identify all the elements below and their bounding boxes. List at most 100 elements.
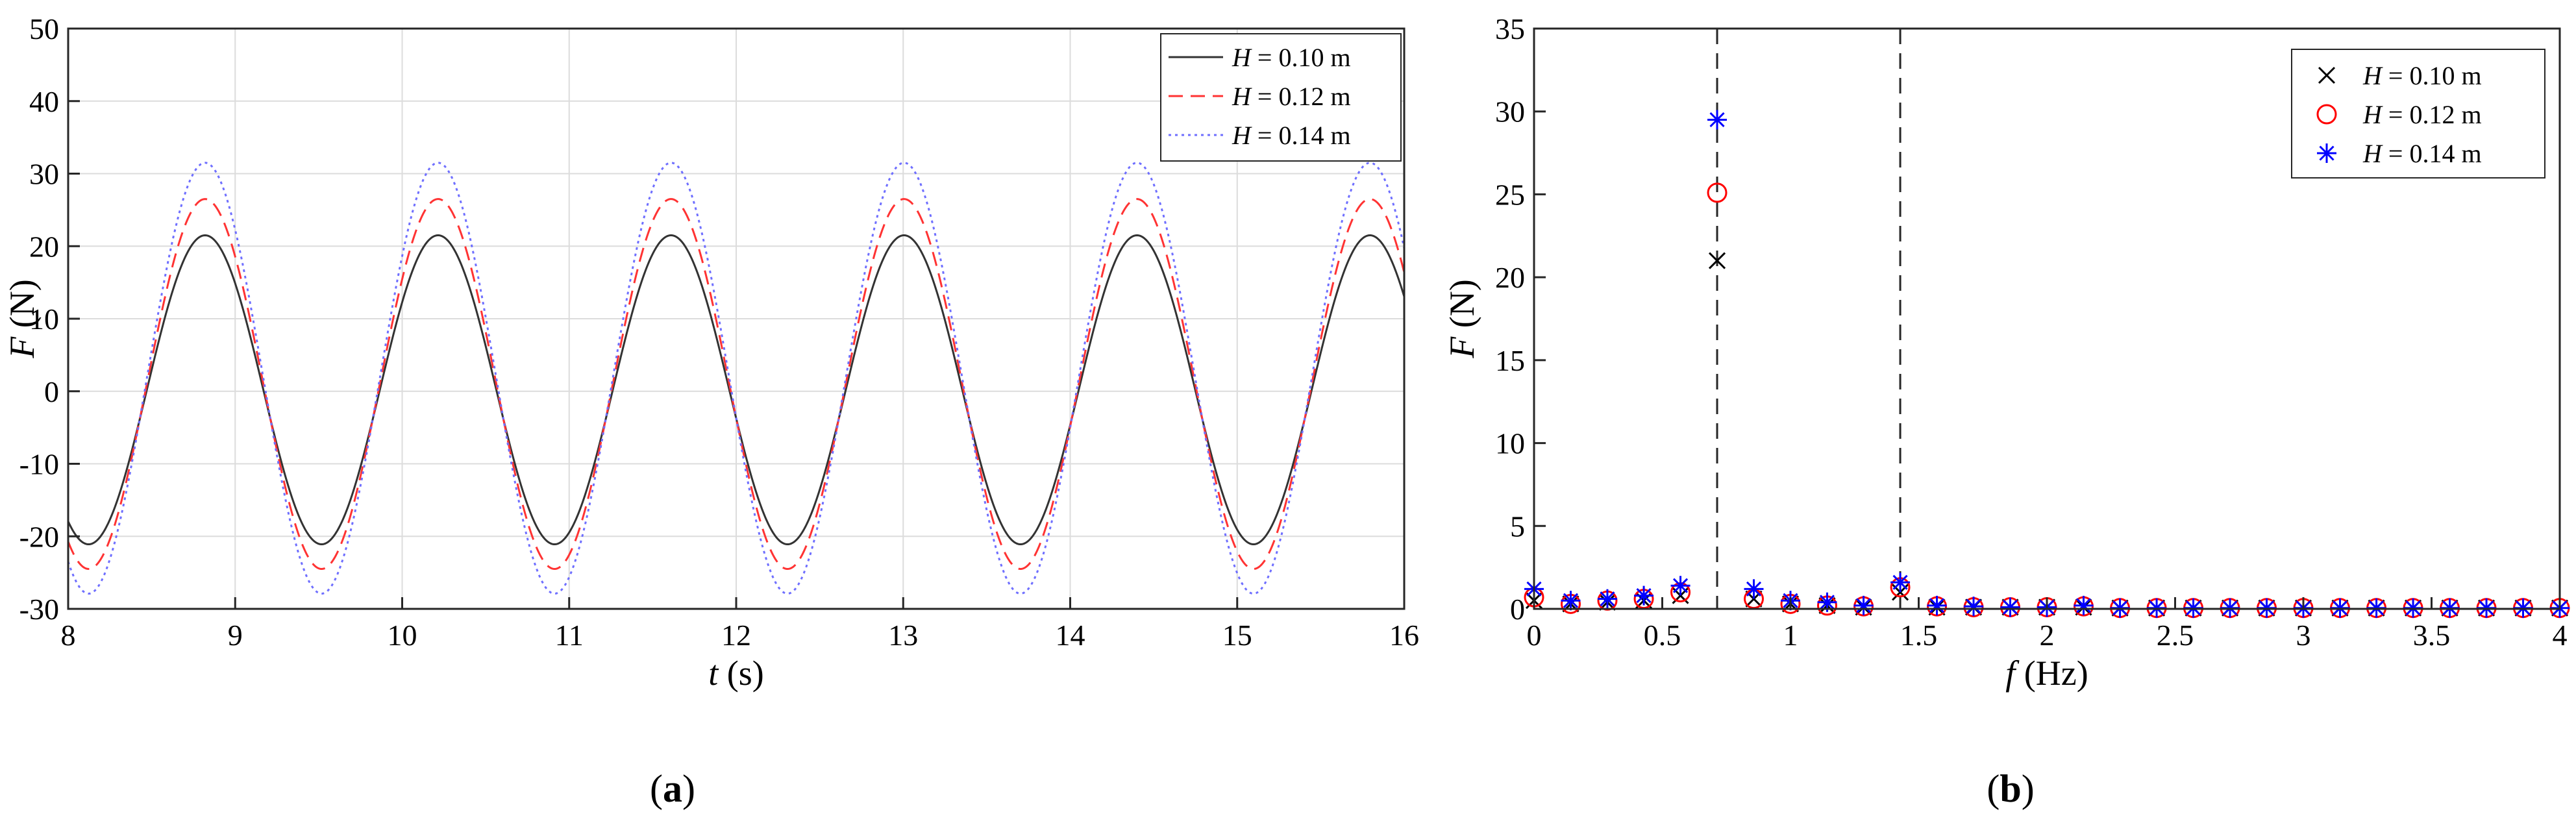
a-y-axis-unit: (N): [3, 279, 42, 336]
b-y-axis-unit: (N): [1443, 279, 1481, 336]
b-point-s2-stroke: [1672, 578, 1689, 593]
b-x-tick-label: 0.5: [1644, 619, 1681, 652]
b-y-tick-label: 30: [1495, 95, 1525, 129]
a-y-axis-label: F (N): [3, 279, 42, 358]
b-x-tick-label: 1: [1783, 619, 1798, 652]
b-point-s2: [1744, 579, 1764, 599]
b-point-s2-stroke: [1856, 598, 1872, 613]
b-x-axis-unit: (Hz): [2015, 654, 2088, 693]
b-point-s2-stroke: [1636, 588, 1652, 604]
b-point-s2: [1561, 591, 1581, 611]
b-point-s2: [1927, 595, 1947, 615]
b-y-tick-label: 20: [1495, 261, 1525, 294]
b-point-s2-stroke: [1819, 595, 1835, 610]
b-legend-var: H: [2362, 61, 2383, 90]
b-point-s0-stroke: [1708, 252, 1726, 269]
b-point-s2-stroke: [1929, 598, 1945, 613]
b-point-s2-stroke: [1563, 593, 1579, 608]
b-y-tick-label: 15: [1495, 344, 1525, 377]
panel-label-a: (a): [650, 767, 695, 810]
b-point-s2: [2000, 597, 2020, 617]
panel-letter-b: b: [2000, 767, 2021, 810]
b-point-s2: [1853, 595, 1874, 615]
b-y-tick-label: 10: [1495, 427, 1525, 460]
a-x-tick-label: 12: [721, 619, 751, 652]
b-point-s2: [1964, 597, 1984, 617]
b-y-tick-label: 35: [1495, 12, 1525, 45]
b-point-s2-stroke: [2002, 599, 2018, 615]
a-x-tick-label: 9: [228, 619, 243, 652]
a-x-tick-label: 8: [61, 619, 76, 652]
a-legend-var: H: [1232, 43, 1252, 72]
b-point-s2: [2074, 595, 2094, 615]
a-y-tick-label: 0: [44, 375, 59, 408]
b-legend-marker: [2316, 104, 2337, 125]
b-legend-var: H: [2362, 139, 2383, 168]
b-x-tick-label: 2: [2040, 619, 2055, 652]
b-legend-marker-stroke: [2318, 66, 2336, 84]
b-x-tick-label: 3.5: [2413, 619, 2451, 652]
a-y-tick-label: -10: [19, 448, 59, 481]
panel-a: 8 9 10 11 12 13 14 15 16 -30 -20 -10 0 10 20 30 40 50 t (…: [3, 12, 1419, 810]
a-legend-value: = 0.14 m: [1251, 121, 1351, 150]
b-legend-var: H: [2362, 100, 2383, 129]
b-legend-value: = 0.12 m: [2382, 100, 2482, 129]
b-y-axis-var: F: [1443, 336, 1481, 359]
a-x-tick-label: 15: [1222, 619, 1252, 652]
b-legend-value: = 0.10 m: [2382, 61, 2482, 90]
a-x-tick-label: 13: [888, 619, 918, 652]
b-point-s2-stroke: [1892, 574, 1908, 590]
panel-b: 0 0.5 1 1.5 2 2.5 3 3.5 4 0 5 10 15 20 25 30 35 f (Hz) F…: [1443, 12, 2570, 810]
a-legend-var: H: [1232, 82, 1252, 111]
a-x-axis-unit: (s): [718, 654, 763, 693]
a-legend-value: = 0.12 m: [1251, 82, 1351, 111]
b-legend: H = 0.10 mH = 0.12 mH = 0.14 m: [2291, 49, 2545, 179]
a-x-tick-label: 11: [555, 619, 584, 652]
b-y-tick-label: 0: [1510, 593, 1525, 626]
b-x-tick-label: 0: [1527, 619, 1542, 652]
b-legend-marker: [2318, 66, 2336, 84]
b-y-tick-label: 25: [1495, 178, 1525, 211]
a-x-axis-var: t: [708, 654, 719, 693]
a-legend-box: [1160, 33, 1402, 162]
b-y-axis-label: F (N): [1443, 279, 1481, 358]
b-legend-marker: [2317, 143, 2336, 163]
a-y-tick-label: 20: [29, 230, 59, 263]
b-legend-entry: H = 0.12 m: [2362, 100, 2482, 129]
a-legend-value: = 0.10 m: [1251, 43, 1351, 72]
b-point-s2-stroke: [1966, 598, 1981, 614]
b-y-tick-label: 5: [1510, 510, 1525, 543]
b-legend-entry: H = 0.14 m: [2362, 139, 2482, 168]
a-y-tick-label: -20: [19, 520, 59, 553]
b-legend-entry: H = 0.10 m: [2362, 61, 2482, 90]
b-point-s2-stroke: [1746, 581, 1762, 597]
a-y-tick-label: 30: [29, 158, 59, 191]
b-point-s0: [1708, 252, 1726, 269]
a-x-axis-label: t (s): [708, 654, 764, 693]
b-legend-marker-stroke: [2319, 145, 2334, 161]
b-point-s2: [1670, 576, 1690, 596]
a-y-tick-label: -30: [19, 593, 59, 626]
a-y-tick-label: 10: [29, 302, 59, 336]
panel-label-b: (b): [1987, 767, 2034, 810]
b-x-tick-label: 3: [2296, 619, 2311, 652]
a-y-tick-label: 40: [29, 85, 59, 118]
b-x-tick-label: 2.5: [2157, 619, 2194, 652]
b-point-s2-stroke: [1709, 112, 1725, 128]
b-scatter-markers: [1524, 110, 2570, 619]
a-series-line-1: [67, 198, 1406, 571]
a-ticks: 8 9 10 11 12 13 14 15 16 -30 -20 -10 0 10 20 30 40 50: [19, 12, 1419, 652]
a-series-line-2: [67, 162, 1406, 595]
b-point-s2: [1707, 110, 1728, 130]
a-x-tick-label: 14: [1056, 619, 1085, 652]
a-legend-var: H: [1232, 121, 1252, 150]
b-x-tick-label: 4: [2553, 619, 2568, 652]
a-legend-entry: H = 0.10 m: [1232, 43, 1351, 72]
b-point-s2-stroke: [1600, 591, 1615, 607]
b-point-s2: [1890, 573, 1911, 593]
b-legend-value: = 0.14 m: [2382, 139, 2482, 168]
b-x-axis-label: f (Hz): [2005, 654, 2088, 693]
b-x-tick-label: 1.5: [1900, 619, 1938, 652]
a-legend: H = 0.10 mH = 0.12 mH = 0.14 m: [1160, 33, 1402, 162]
